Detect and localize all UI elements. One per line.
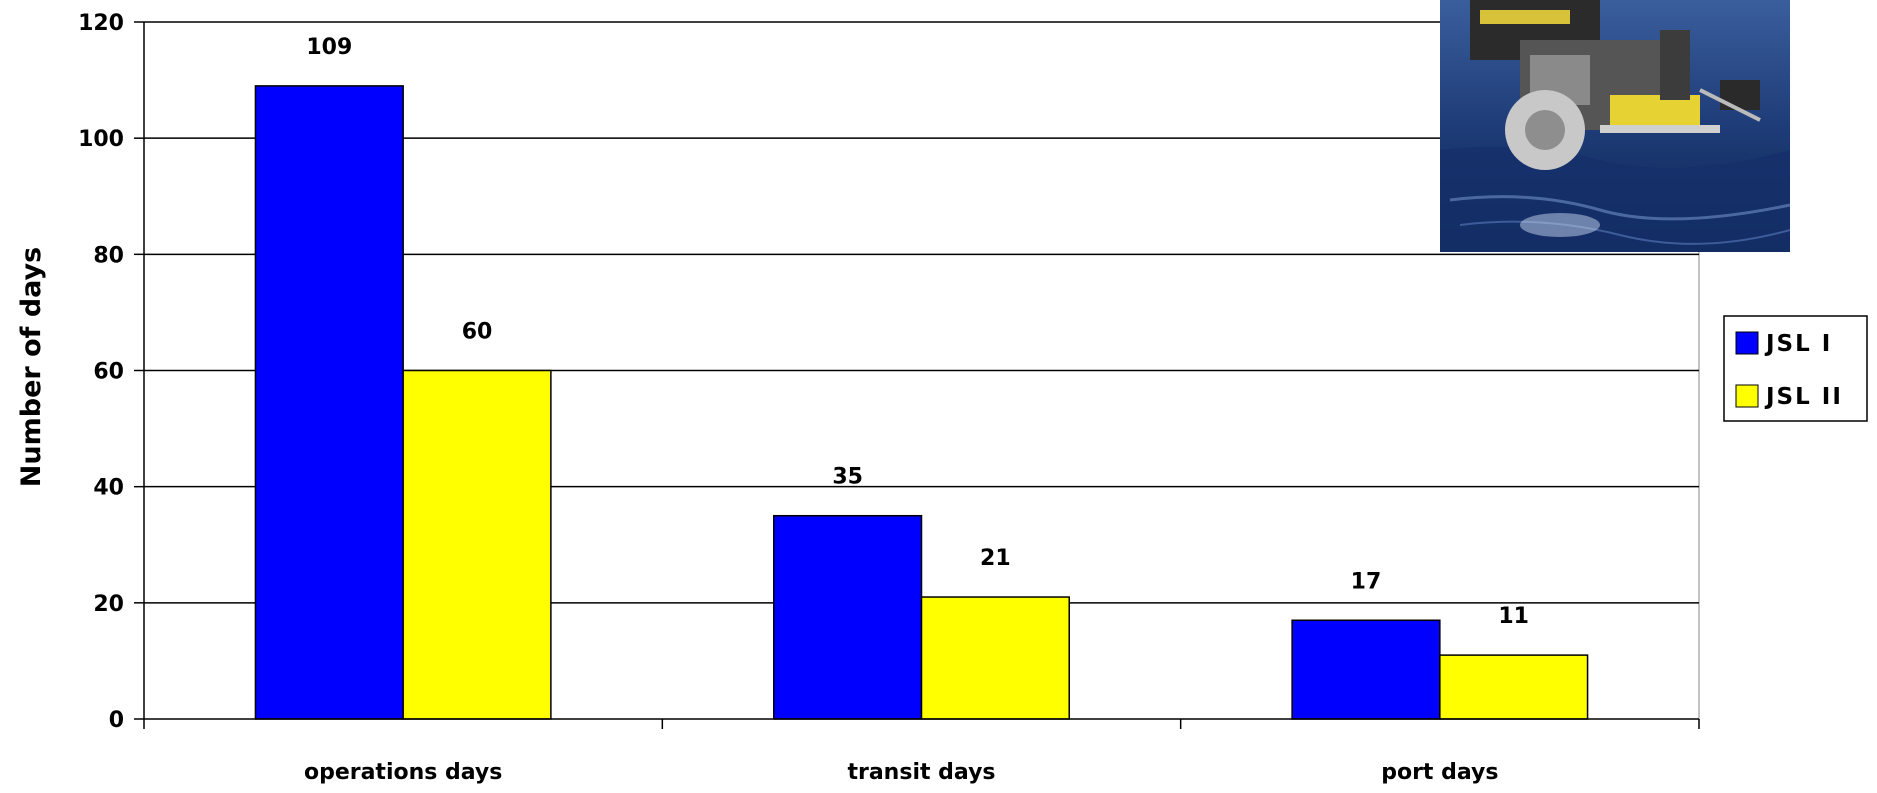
data-labels: 109 60 35 21 17 11 xyxy=(306,35,1529,629)
bar-jsl-ii-port-days xyxy=(1439,654,1589,720)
legend-item-jsl-i: JSL I xyxy=(1735,331,1832,357)
data-label-jsl-i-operations-days: 109 xyxy=(306,35,352,60)
x-tick-label-operations-days: operations days xyxy=(304,760,502,785)
y-tick-label-0: 0 xyxy=(109,708,124,733)
bar-jsl-i-operations-days xyxy=(254,85,404,720)
legend-label-jsl-i: JSL I xyxy=(1764,331,1832,357)
legend-swatch-jsl-ii xyxy=(1735,384,1759,408)
data-label-jsl-ii-operations-days: 60 xyxy=(462,320,493,345)
bar-jsl-ii-transit-days xyxy=(920,596,1070,720)
y-tick-label-60: 60 xyxy=(93,360,124,385)
legend-swatch-jsl-i xyxy=(1735,331,1759,355)
y-tick-label-20: 20 xyxy=(93,592,124,617)
legend-label-jsl-ii: JSL II xyxy=(1764,384,1843,410)
data-label-jsl-ii-port-days: 11 xyxy=(1498,604,1529,629)
bars xyxy=(254,85,1589,720)
x-tick-label-port-days: port days xyxy=(1381,760,1498,785)
bar-jsl-i-port-days xyxy=(1291,619,1441,720)
x-tick-label-transit-days: transit days xyxy=(847,760,995,785)
bar-jsl-ii-operations-days xyxy=(402,369,552,720)
legend: JSL I JSL II xyxy=(1723,315,1868,422)
bar-jsl-i-transit-days xyxy=(773,514,923,720)
y-axis-title: Number of days xyxy=(16,247,47,487)
legend-item-jsl-ii: JSL II xyxy=(1735,384,1843,410)
data-label-jsl-i-transit-days: 35 xyxy=(832,465,863,490)
y-tick-label-120: 120 xyxy=(78,11,124,36)
y-tick-label-80: 80 xyxy=(93,243,124,268)
axes: 0 20 40 60 80 100 120 operations days transit da… xyxy=(78,11,1700,785)
data-label-jsl-ii-transit-days: 21 xyxy=(980,546,1011,571)
y-tick-label-100: 100 xyxy=(78,127,124,152)
submersible-photo xyxy=(1440,0,1791,252)
y-tick-label-40: 40 xyxy=(93,476,124,501)
data-label-jsl-i-port-days: 17 xyxy=(1351,569,1382,594)
